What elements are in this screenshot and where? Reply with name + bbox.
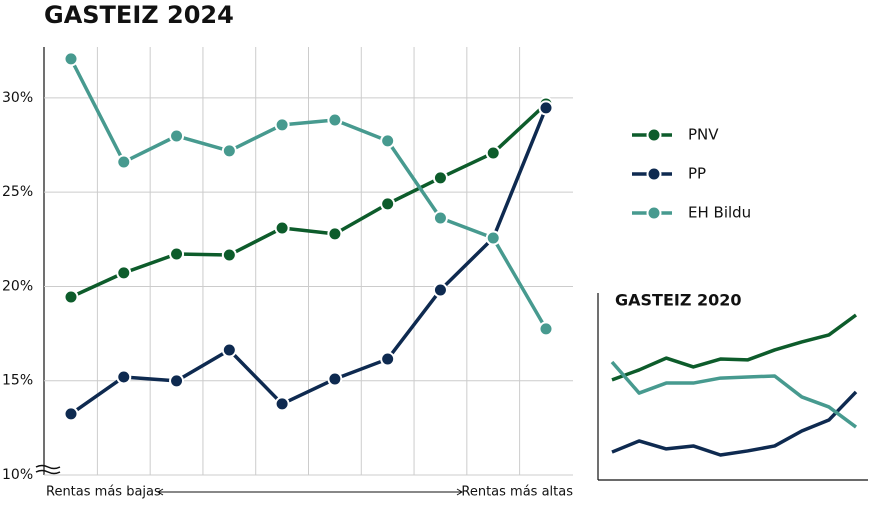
axis-arrow (157, 488, 463, 496)
series-line (70, 102, 548, 299)
series-line (610, 360, 858, 429)
point (63, 289, 79, 305)
point (327, 226, 343, 242)
point (169, 373, 185, 389)
point (432, 170, 448, 186)
point (116, 154, 132, 170)
axis-break (35, 464, 61, 475)
point (116, 265, 132, 281)
point (485, 230, 501, 246)
series-line (69, 107, 548, 416)
point (169, 246, 185, 262)
legend-marker (646, 127, 662, 143)
point (485, 145, 501, 161)
inset-title: GASTEIZ 2020 (615, 291, 742, 310)
point (327, 371, 343, 387)
series-line (69, 58, 548, 330)
y-tick-label: 30% (2, 90, 33, 106)
point (274, 117, 290, 133)
point (380, 196, 396, 212)
legend-label: PNV (688, 126, 719, 144)
point (221, 143, 237, 159)
point (380, 351, 396, 367)
x-label-left: Rentas más bajas (46, 485, 161, 500)
point (327, 112, 343, 128)
y-tick-label: 10% (2, 467, 33, 483)
point (169, 128, 185, 144)
series-line (611, 390, 858, 457)
point (432, 282, 448, 298)
legend-marker (646, 205, 662, 221)
legend-marker (646, 166, 662, 182)
point (380, 133, 396, 149)
point (432, 210, 448, 226)
point (274, 396, 290, 412)
y-tick-label: 20% (2, 278, 33, 294)
x-label-right: Rentas más altas (461, 485, 573, 500)
y-tick-label: 15% (2, 373, 33, 389)
legend-label: EH Bildu (688, 204, 751, 222)
point (538, 100, 554, 116)
series-line (611, 313, 858, 382)
point (63, 51, 79, 67)
legend-label: PP (688, 165, 706, 183)
point (116, 369, 132, 385)
chart-title: GASTEIZ 2024 (44, 1, 234, 29)
y-tick-label: 25% (2, 184, 33, 200)
point (274, 220, 290, 236)
point (221, 247, 237, 263)
point (538, 321, 554, 337)
point (221, 342, 237, 358)
point (63, 406, 79, 422)
